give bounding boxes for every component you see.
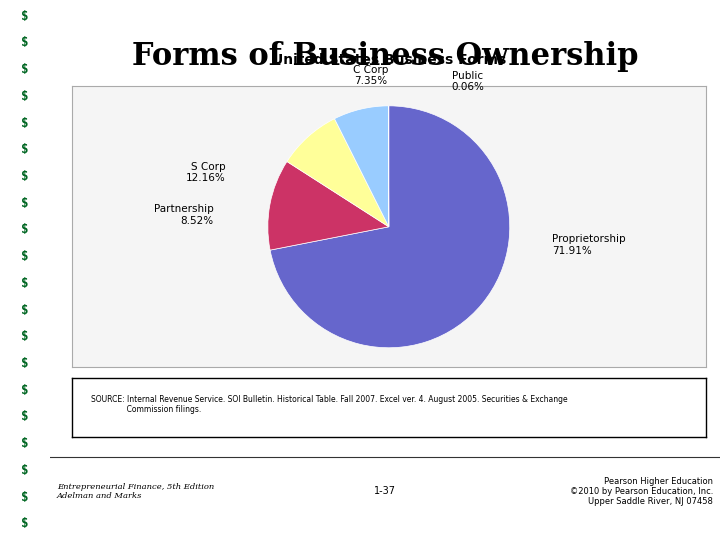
- Text: $: $: [22, 384, 29, 397]
- Text: Entrepreneurial Finance, 5th Edition
Adelman and Marks: Entrepreneurial Finance, 5th Edition Ade…: [57, 483, 215, 500]
- Text: $: $: [22, 410, 29, 423]
- Text: Pearson Higher Education
©2010 by Pearson Education, Inc.
Upper Saddle River, NJ: Pearson Higher Education ©2010 by Pearso…: [570, 476, 714, 507]
- Text: $: $: [22, 277, 29, 290]
- Text: $: $: [22, 250, 29, 263]
- Text: Public
0.06%: Public 0.06%: [451, 71, 484, 92]
- Text: $: $: [22, 170, 29, 183]
- Text: $: $: [22, 90, 29, 103]
- Text: $: $: [22, 303, 29, 316]
- Text: Partnership
8.52%: Partnership 8.52%: [153, 204, 213, 226]
- Text: 1-37: 1-37: [374, 487, 396, 496]
- Text: $: $: [22, 10, 29, 23]
- Text: C Corp
7.35%: C Corp 7.35%: [353, 65, 388, 86]
- Title: United States Business Forms: United States Business Forms: [271, 53, 506, 68]
- Text: $: $: [22, 63, 29, 76]
- Text: $: $: [22, 464, 29, 477]
- Text: $: $: [22, 357, 29, 370]
- Text: $: $: [22, 36, 29, 50]
- Text: $: $: [22, 517, 29, 530]
- Wedge shape: [287, 119, 389, 227]
- Wedge shape: [270, 106, 510, 348]
- Text: $: $: [22, 437, 29, 450]
- Text: $: $: [22, 197, 29, 210]
- Text: Forms of Business Ownership: Forms of Business Ownership: [132, 41, 639, 72]
- Text: $: $: [22, 330, 29, 343]
- Wedge shape: [268, 161, 389, 250]
- Text: SOURCE: Internal Revenue Service. SOI Bulletin. Historical Table. Fall 2007. Exc: SOURCE: Internal Revenue Service. SOI Bu…: [91, 395, 567, 414]
- Text: $: $: [22, 117, 29, 130]
- Text: $: $: [22, 143, 29, 156]
- Text: $: $: [22, 224, 29, 237]
- Text: Proprietorship
71.91%: Proprietorship 71.91%: [552, 234, 626, 256]
- Wedge shape: [335, 106, 389, 227]
- Text: S Corp
12.16%: S Corp 12.16%: [186, 161, 225, 183]
- Text: $: $: [22, 490, 29, 504]
